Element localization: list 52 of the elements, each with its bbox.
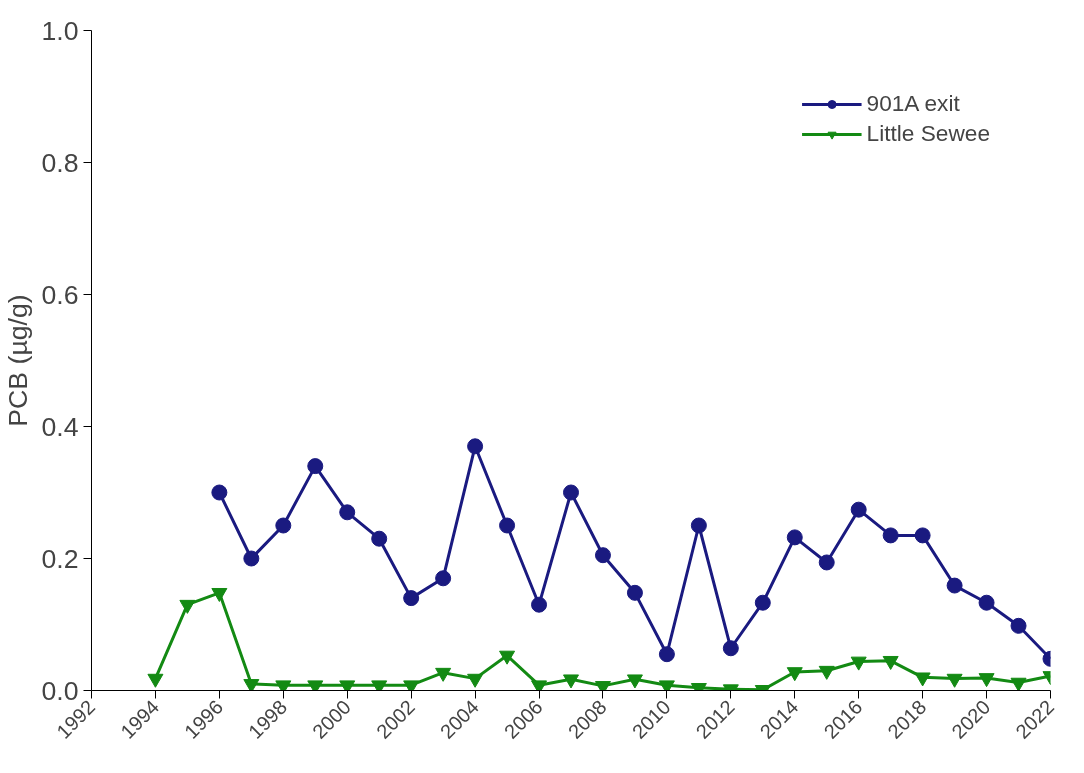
legend-label: Little Sewee — [866, 120, 990, 147]
point — [563, 484, 579, 501]
point — [722, 640, 739, 657]
point — [467, 673, 484, 688]
point — [914, 672, 931, 687]
point — [946, 673, 963, 688]
point — [658, 646, 675, 663]
point — [850, 656, 867, 671]
point — [882, 527, 899, 544]
point — [339, 504, 356, 521]
point — [690, 517, 707, 534]
y-tick-label: 1.0 — [41, 15, 79, 46]
point — [243, 679, 260, 691]
point — [179, 599, 196, 614]
point — [499, 517, 516, 534]
point — [818, 665, 835, 680]
point — [435, 570, 452, 587]
point — [626, 674, 643, 689]
point — [978, 673, 995, 688]
point — [946, 577, 963, 594]
point — [211, 484, 228, 501]
point — [786, 667, 803, 682]
point — [531, 596, 548, 613]
y-tick-label: 0.0 — [41, 675, 79, 706]
point — [914, 527, 931, 544]
point — [594, 547, 611, 564]
y-tick-label: 0.8 — [41, 147, 79, 178]
point — [978, 594, 995, 611]
point — [563, 674, 579, 689]
point — [403, 590, 420, 607]
point — [467, 438, 484, 455]
point — [211, 587, 228, 602]
point — [850, 501, 867, 518]
point — [818, 554, 835, 571]
y-axis-title: PCB (µg/g) — [3, 294, 34, 427]
point — [307, 458, 324, 475]
point — [499, 650, 516, 665]
y-tick-label: 0.6 — [41, 279, 79, 310]
point — [626, 584, 643, 601]
point — [371, 530, 388, 547]
y-tick-label: 0.4 — [41, 411, 79, 442]
point — [147, 673, 164, 688]
point — [243, 550, 260, 567]
point — [435, 667, 452, 682]
point — [1010, 677, 1027, 691]
point — [786, 529, 803, 546]
legend-label: 901A exit — [866, 90, 960, 117]
point — [754, 594, 771, 611]
point — [1010, 617, 1027, 634]
point — [882, 655, 899, 670]
point — [275, 517, 292, 534]
y-tick-label: 0.2 — [41, 543, 79, 574]
